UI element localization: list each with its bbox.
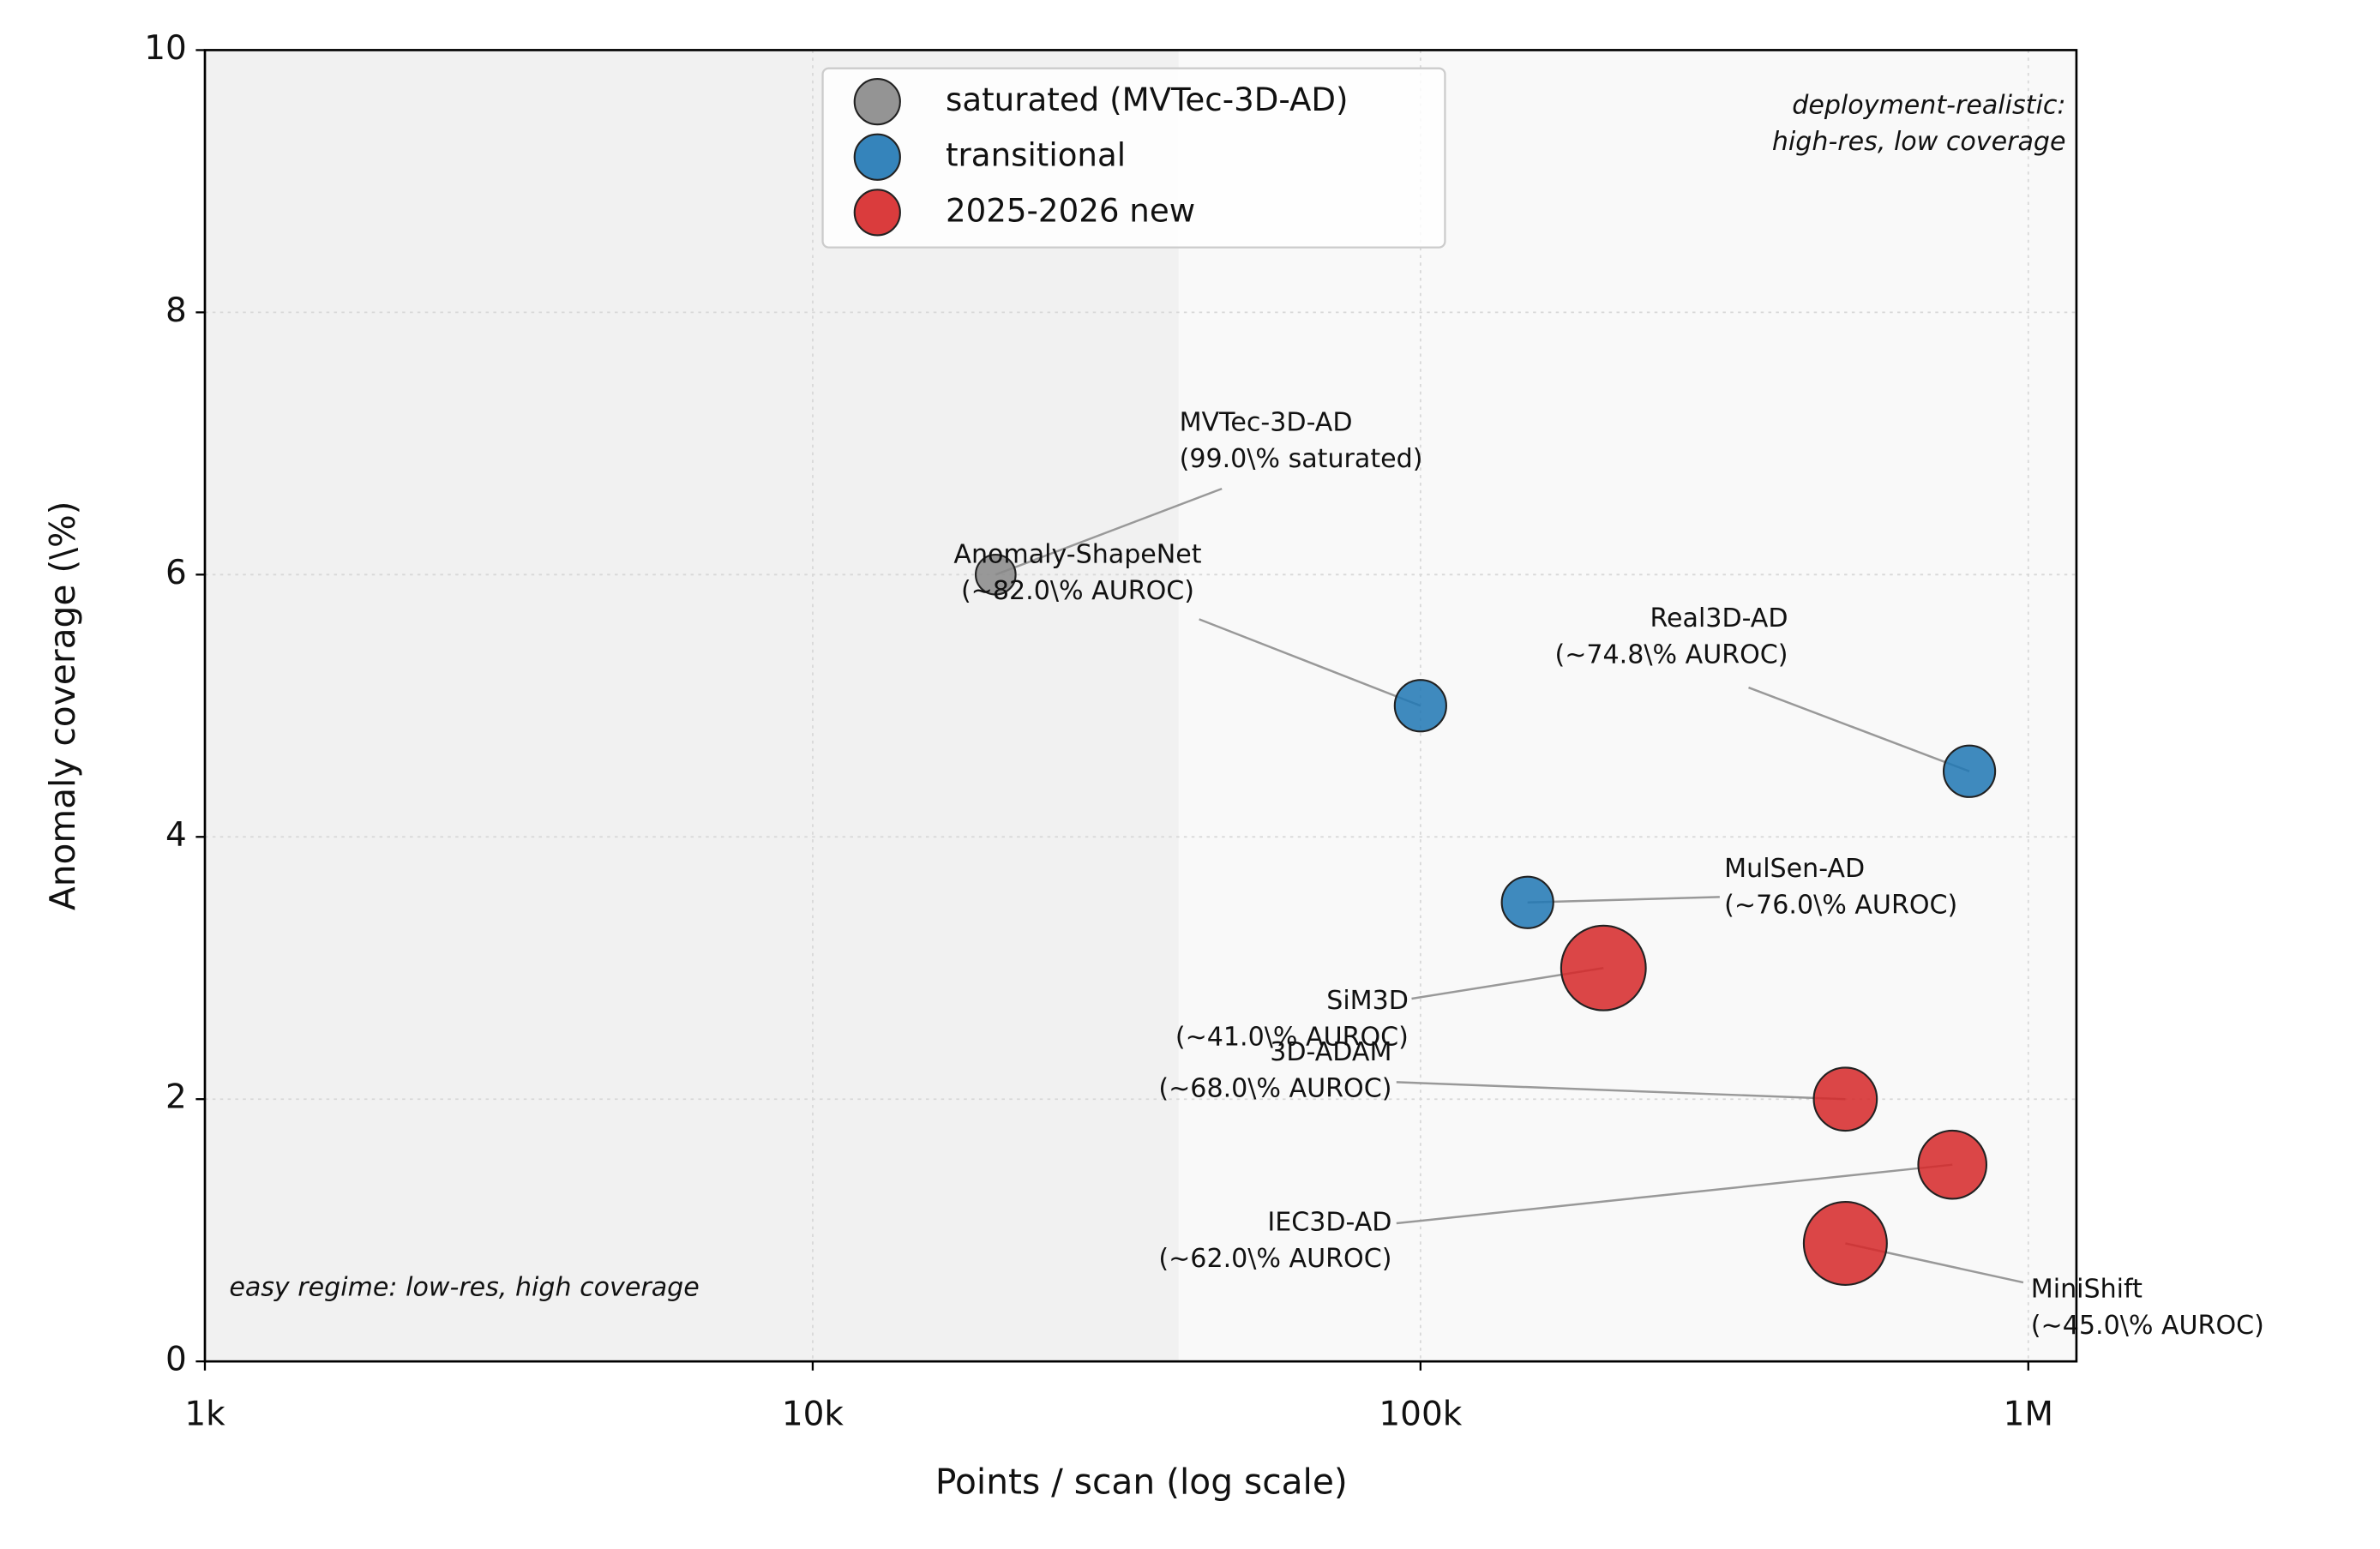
legend-label: saturated (MVTec-3D-AD) xyxy=(946,81,1349,118)
legend: saturated (MVTec-3D-AD) transitional 2025-… xyxy=(821,67,1446,249)
x-axis-label: Points / scan (log scale) xyxy=(935,1462,1348,1503)
legend-label: transitional xyxy=(946,136,1126,174)
legend-box xyxy=(821,67,1446,249)
easy-region xyxy=(205,50,1179,1362)
point-label: (∼74.8\% AUROC) xyxy=(1554,639,1788,669)
legend-marker xyxy=(853,133,901,181)
region-note: easy regime: low-res, high coverage xyxy=(229,1273,699,1303)
point-label: Real3D-AD xyxy=(1650,603,1788,633)
x-tick-label: 1k xyxy=(184,1395,225,1433)
point-label: (∼76.0\% AUROC) xyxy=(1724,891,1957,921)
annotation-connector xyxy=(1396,1163,1953,1225)
legend-marker xyxy=(853,78,901,126)
point-label: IEC3D-AD xyxy=(1267,1208,1391,1238)
y-tick-label: 4 xyxy=(165,816,187,855)
y-tick-label: 6 xyxy=(165,554,187,592)
point-label: SiM3D xyxy=(1326,986,1409,1016)
region-note: high-res, low coverage xyxy=(1772,127,2066,157)
point-label: (∼45.0\% AUROC) xyxy=(2031,1311,2264,1341)
point-label: (99.0\% saturated) xyxy=(1180,444,1423,474)
point xyxy=(1393,679,1447,733)
y-tick-label: 2 xyxy=(165,1078,187,1117)
y-axis-label: Anomaly coverage (\%) xyxy=(42,501,83,910)
x-tick-label: 1M xyxy=(2004,1395,2053,1433)
point-label: MiniShift xyxy=(2031,1274,2143,1304)
region-note: deployment-realistic: xyxy=(1792,90,2065,120)
point xyxy=(1802,1200,1888,1286)
point xyxy=(1917,1129,1988,1200)
point-label: 3D-ADAM xyxy=(1270,1037,1391,1067)
point xyxy=(1942,744,1997,798)
annotation-connector xyxy=(1199,618,1421,707)
point-label: (∼82.0\% AUROC) xyxy=(961,576,1194,606)
y-tick-label: 0 xyxy=(165,1341,187,1379)
point xyxy=(1812,1066,1878,1132)
y-tick-label: 8 xyxy=(165,291,187,330)
legend-label: 2025-2026 new xyxy=(946,191,1195,229)
x-tick-label: 100k xyxy=(1379,1395,1462,1433)
x-tick-label: 10k xyxy=(782,1395,844,1433)
legend-marker xyxy=(853,189,901,237)
annotation-connector xyxy=(995,487,1223,576)
annotation-connector xyxy=(1748,686,1970,772)
point xyxy=(1560,924,1647,1012)
point xyxy=(1500,875,1554,929)
point-label: (∼68.0\% AUROC) xyxy=(1158,1074,1391,1104)
point-label: (∼62.0\% AUROC) xyxy=(1158,1244,1391,1274)
point-label: (∼41.0\% AUROC) xyxy=(1175,1023,1409,1053)
point-label: MVTec-3D-AD xyxy=(1180,407,1353,437)
plot-frame xyxy=(203,49,2078,1363)
annotation-connector xyxy=(1396,1081,1846,1101)
point xyxy=(975,553,1017,596)
y-tick-label: 10 xyxy=(144,29,187,68)
annotation-connector xyxy=(1527,896,1720,904)
point-label: MulSen-AD xyxy=(1724,854,1865,884)
point-label: Anomaly-ShapeNet xyxy=(953,540,1201,570)
